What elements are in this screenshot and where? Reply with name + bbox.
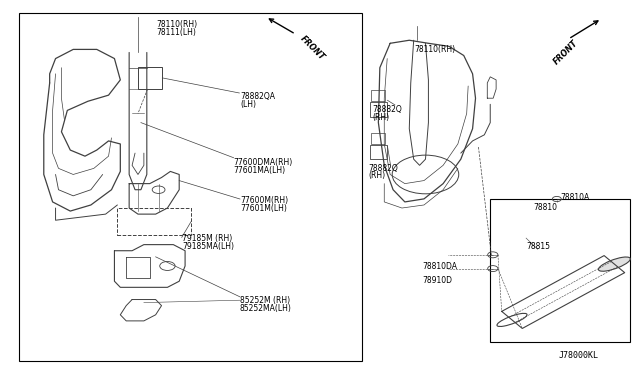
Text: 78882Q: 78882Q <box>368 164 397 173</box>
Ellipse shape <box>598 257 630 271</box>
Text: FRONT: FRONT <box>298 34 326 62</box>
Text: 77601MA(LH): 77601MA(LH) <box>234 166 285 174</box>
Text: 78810DA: 78810DA <box>422 262 458 271</box>
Bar <box>117 208 191 235</box>
Ellipse shape <box>497 313 527 327</box>
Text: (LH): (LH) <box>240 100 256 109</box>
Bar <box>138 67 163 89</box>
Text: 78111(LH): 78111(LH) <box>157 28 196 37</box>
Text: 79185M (RH): 79185M (RH) <box>182 234 233 243</box>
Text: FRONT: FRONT <box>552 38 580 66</box>
Bar <box>490 199 630 342</box>
Bar <box>19 13 362 361</box>
Text: 78810: 78810 <box>533 203 557 212</box>
Text: 77600M(RH): 77600M(RH) <box>240 196 288 205</box>
Text: 78910D: 78910D <box>422 276 452 285</box>
Bar <box>371 90 385 101</box>
Text: J78000KL: J78000KL <box>559 351 598 360</box>
Bar <box>371 133 385 144</box>
Text: 78882Q: 78882Q <box>372 105 402 114</box>
Text: 78810A: 78810A <box>561 193 590 202</box>
Text: 78815: 78815 <box>526 242 550 251</box>
Text: 78110(RH): 78110(RH) <box>415 45 456 54</box>
Text: 78110(RH): 78110(RH) <box>157 20 198 29</box>
Text: 78882QA: 78882QA <box>240 92 275 101</box>
Text: 85252MA(LH): 85252MA(LH) <box>240 304 292 313</box>
Text: 77601M(LH): 77601M(LH) <box>240 204 287 213</box>
Text: 77600DMA(RH): 77600DMA(RH) <box>234 158 293 167</box>
Text: 79185MA(LH): 79185MA(LH) <box>182 242 234 251</box>
Text: (RH): (RH) <box>368 171 385 180</box>
Text: (RH): (RH) <box>372 113 390 122</box>
Bar <box>369 102 387 116</box>
Bar <box>369 145 387 159</box>
Text: 85252M (RH): 85252M (RH) <box>240 296 290 305</box>
